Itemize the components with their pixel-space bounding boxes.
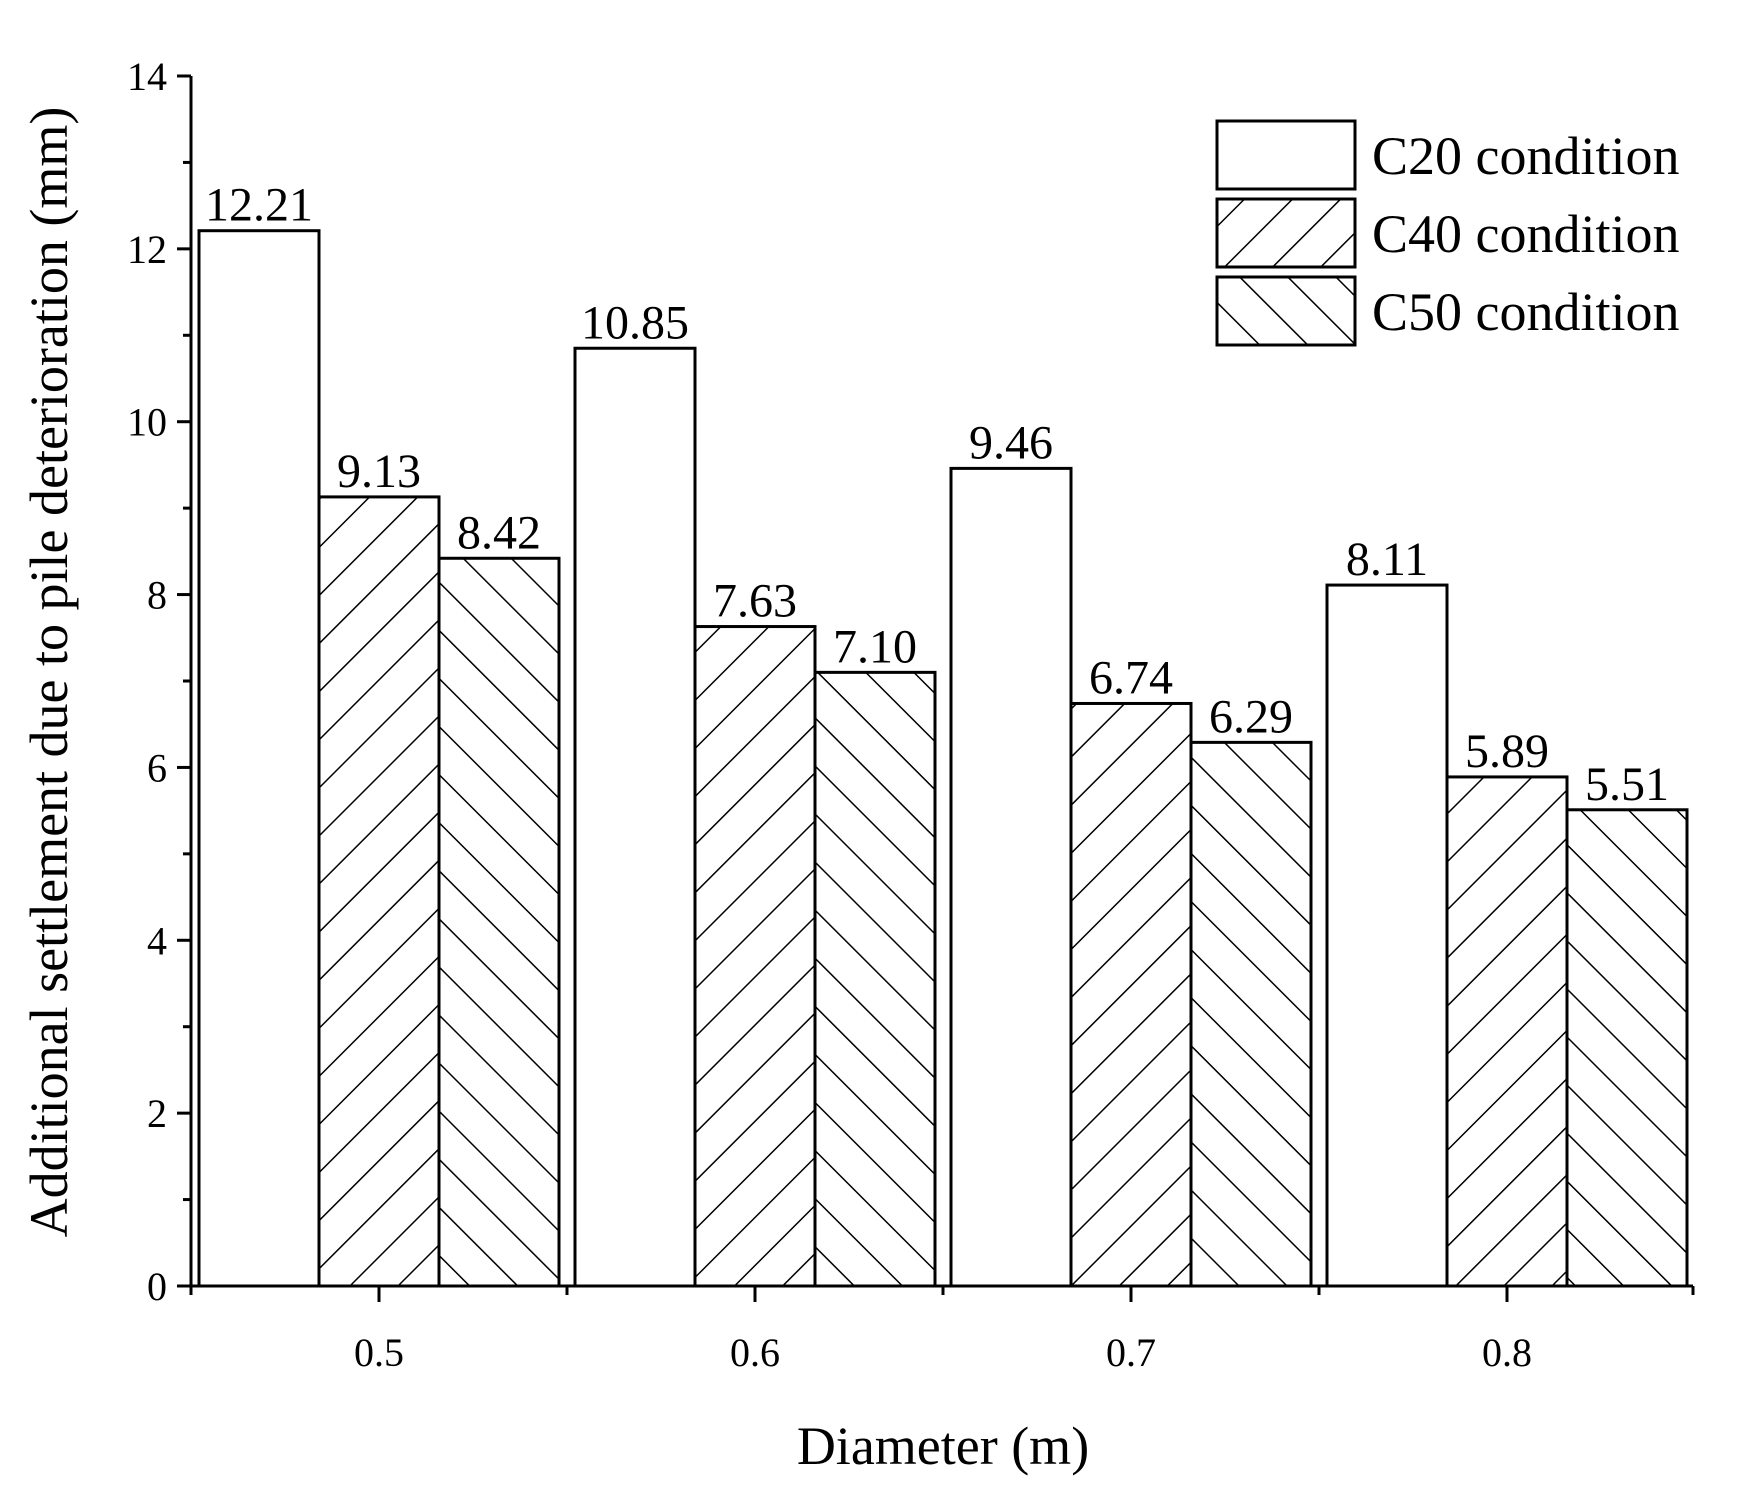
value-label: 5.51 bbox=[1585, 758, 1669, 811]
value-label: 9.13 bbox=[337, 445, 421, 498]
y-tick-label: 10 bbox=[127, 400, 167, 445]
value-label: 5.89 bbox=[1465, 725, 1549, 778]
legend-label: C50 condition bbox=[1372, 282, 1680, 342]
y-tick-label: 8 bbox=[147, 573, 167, 618]
x-tick-label: 0.7 bbox=[1106, 1330, 1156, 1375]
x-tick-label: 0.6 bbox=[730, 1330, 780, 1375]
legend-label: C40 condition bbox=[1372, 204, 1680, 264]
ticks-group: 0 2 4 6 8 10 12 14 0.5 0.6 0.7 0.8 bbox=[127, 54, 1695, 1375]
bar-c40-0.7 bbox=[1069, 701, 1193, 1288]
y-tick-label: 14 bbox=[127, 54, 167, 99]
value-label: 12.21 bbox=[205, 179, 313, 232]
bar-c50-0.5 bbox=[437, 556, 561, 1288]
value-label: 7.63 bbox=[713, 575, 797, 628]
value-labels-group: 12.21 10.85 9.46 8.11 9.13 7.63 6.74 5.89 8.42 7.… bbox=[205, 179, 1669, 811]
x-tick-label: 0.8 bbox=[1482, 1330, 1532, 1375]
value-label: 7.10 bbox=[833, 620, 917, 673]
legend-swatch-c40 bbox=[1215, 197, 1357, 269]
y-tick-label: 6 bbox=[147, 745, 167, 790]
y-axis-label: Additional settlement due to pile deteri… bbox=[19, 107, 79, 1238]
value-label: 6.74 bbox=[1089, 651, 1173, 704]
bar-c20-0.7 bbox=[949, 466, 1073, 1288]
x-tick-label: 0.5 bbox=[354, 1330, 404, 1375]
bar-c50-0.8 bbox=[1565, 808, 1689, 1288]
legend-label: C20 condition bbox=[1372, 126, 1680, 186]
value-label: 9.46 bbox=[969, 416, 1053, 469]
bar-c20-0.6 bbox=[573, 346, 697, 1288]
value-label: 10.85 bbox=[581, 296, 689, 349]
y-tick-label: 0 bbox=[147, 1264, 167, 1309]
bar-c40-0.6 bbox=[693, 625, 817, 1288]
y-tick-label: 2 bbox=[147, 1091, 167, 1136]
x-axis-label: Diameter (m) bbox=[797, 1416, 1089, 1476]
legend-swatch-c20 bbox=[1215, 119, 1357, 191]
bar-c50-0.6 bbox=[813, 670, 937, 1288]
y-tick-label: 4 bbox=[147, 918, 167, 963]
bar-c20-0.8 bbox=[1325, 583, 1449, 1288]
y-tick-label: 12 bbox=[127, 227, 167, 272]
bar-c20-0.5 bbox=[197, 229, 321, 1288]
value-label: 6.29 bbox=[1209, 690, 1293, 743]
bar-c40-0.8 bbox=[1445, 775, 1569, 1288]
bars-group bbox=[197, 229, 1689, 1288]
legend-swatch-c50 bbox=[1215, 275, 1357, 347]
value-label: 8.11 bbox=[1346, 533, 1428, 586]
bar-c40-0.5 bbox=[317, 495, 441, 1288]
legend: C20 condition C40 condition C50 condition bbox=[1215, 119, 1680, 347]
bar-c50-0.7 bbox=[1189, 740, 1313, 1288]
value-label: 8.42 bbox=[457, 506, 541, 559]
